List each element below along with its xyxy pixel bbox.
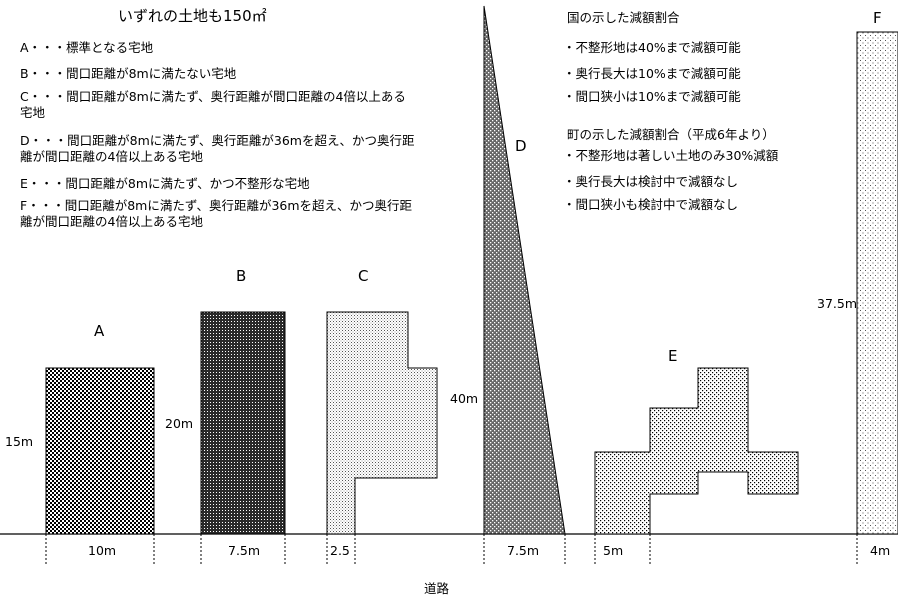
lot-f-shape	[856, 31, 898, 535]
lot-b-depth: 20m	[165, 416, 194, 431]
lot-a-frontage: 10m	[88, 543, 117, 558]
lot-c-label: C	[358, 267, 369, 285]
town-item: ・奥行長大は検討中で減額なし	[563, 174, 739, 189]
definition-b: B・・・間口距離が8mに満たない宅地	[20, 66, 237, 81]
lot-b-label: B	[236, 267, 247, 285]
national-item: ・間口狭小は10%まで減額可能	[563, 89, 741, 104]
definition-d: D・・・間口距離が8mに満たず、奥行距離が36mを超え、かつ奥行距離が間口距離の…	[20, 133, 415, 164]
lot-f-label: F	[873, 9, 882, 27]
town-item: ・不整形地は著しい土地のみ30%減額	[563, 148, 779, 163]
lot-d-label: D	[515, 137, 527, 155]
lot-a-depth: 15m	[5, 434, 34, 449]
lot-b-frontage: 7.5m	[228, 543, 261, 558]
lot-e-label: E	[668, 347, 678, 365]
national-item: ・不整形地は40%まで減額可能	[563, 40, 741, 55]
frontage-guides	[45, 534, 858, 565]
lot-e-frontage: 5m	[603, 543, 624, 558]
road-label: 道路	[424, 581, 450, 596]
diagram-title: いずれの土地も150㎡	[118, 7, 267, 25]
definition-c: C・・・間口距離が8mに満たず、奥行距離が間口距離の4倍以上ある宅地	[20, 89, 406, 120]
town-heading: 町の示した減額割合（平成6年より）	[567, 127, 775, 142]
lot-a-shape	[45, 367, 155, 535]
definition-e: E・・・間口距離が8mに満たず、かつ不整形な宅地	[20, 176, 310, 191]
lot-f-depth: 37.5m	[817, 296, 858, 311]
national-item: ・奥行長大は10%まで減額可能	[563, 66, 741, 81]
lot-c-frontage: 2.5	[330, 543, 350, 558]
lot-b-shape	[200, 311, 286, 535]
town-item: ・間口狭小も検討中で減額なし	[563, 197, 739, 212]
lot-d-depth: 40m	[450, 391, 479, 406]
lot-c-shape	[326, 311, 438, 535]
lot-a-label: A	[94, 322, 105, 340]
lot-d-frontage: 7.5m	[507, 543, 540, 558]
lot-e-shape	[594, 367, 799, 535]
lot-f-frontage: 4m	[870, 543, 891, 558]
definition-a: A・・・標準となる宅地	[20, 40, 154, 55]
lot-d-shape	[483, 5, 566, 535]
national-heading: 国の示した減額割合	[567, 10, 680, 25]
definition-f: F・・・間口距離が8mに満たず、奥行距離が36mを超え、かつ奥行距離が間口距離の…	[20, 198, 413, 229]
